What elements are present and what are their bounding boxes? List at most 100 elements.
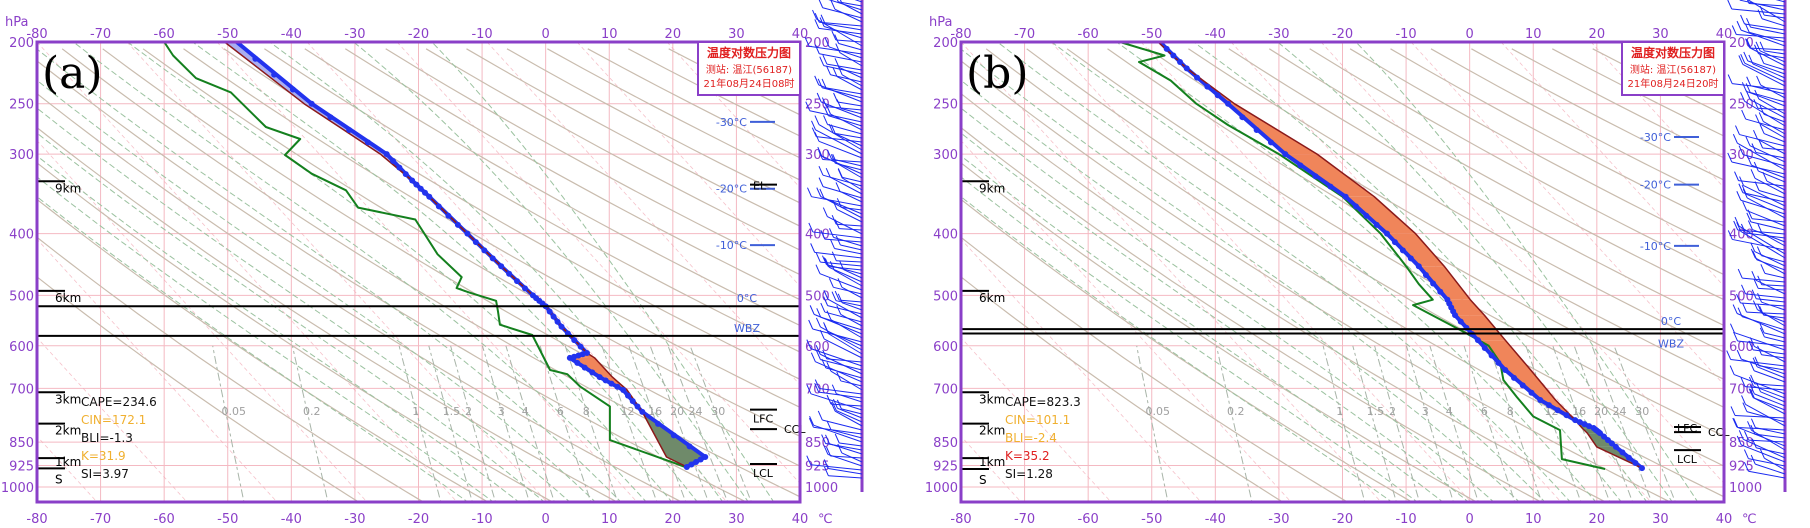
saturated-line bbox=[37, 337, 188, 502]
wind-barb bbox=[1764, 336, 1786, 343]
wind-barb bbox=[835, 300, 863, 307]
wind-barb-flag bbox=[811, 127, 817, 137]
saturated-line bbox=[421, 42, 841, 502]
wind-barb-flag bbox=[837, 168, 843, 179]
panel-label: (b) bbox=[966, 48, 1029, 99]
wind-barb-flag bbox=[1759, 448, 1765, 459]
wind-barb-flag bbox=[836, 198, 842, 208]
wind-barb-flag bbox=[1727, 230, 1733, 240]
y-tick-label-right: 700 bbox=[1729, 382, 1754, 397]
wind-barb-flag bbox=[1749, 337, 1755, 347]
x-tick-label-bottom: 10 bbox=[1525, 512, 1542, 527]
y-tick-label-left: 925 bbox=[9, 459, 34, 474]
dry-adiabat bbox=[961, 198, 1414, 502]
wind-barb-flag bbox=[835, 43, 841, 53]
y-tick-label-right: 500 bbox=[805, 289, 830, 304]
wind-barb-flag bbox=[836, 99, 842, 109]
x-tick-label-top: -80 bbox=[950, 27, 971, 42]
temperature-point bbox=[308, 100, 315, 107]
temperature-point bbox=[1384, 230, 1391, 237]
height-marker-label: S bbox=[55, 472, 63, 486]
x-tick-label-top: 30 bbox=[1652, 27, 1669, 42]
temperature-point bbox=[1590, 425, 1597, 432]
plot-frame bbox=[959, 40, 1726, 504]
mixing-ratio-line bbox=[1322, 345, 1366, 502]
station-label: 测站: 温江(56187) bbox=[1630, 63, 1716, 76]
dry-adiabat bbox=[708, 48, 800, 95]
temperature-point bbox=[583, 350, 590, 357]
wind-barb bbox=[1764, 272, 1786, 279]
wind-barb bbox=[1751, 218, 1786, 223]
wind-barb bbox=[1764, 457, 1786, 471]
wind-barb-flag bbox=[814, 379, 820, 389]
wind-barb-flag bbox=[832, 67, 838, 77]
wind-barb bbox=[1755, 279, 1786, 295]
temperature-point bbox=[383, 151, 390, 158]
x-tick-label-top: -10 bbox=[1395, 27, 1416, 42]
temperature-point bbox=[506, 270, 513, 277]
temperature-point bbox=[634, 403, 641, 410]
wind-barb bbox=[836, 208, 863, 223]
height-marker-label: 3km bbox=[55, 392, 81, 406]
isotherm-marker-label: -20°C bbox=[1640, 179, 1671, 192]
wind-barb bbox=[1744, 62, 1786, 83]
wind-barb bbox=[810, 393, 863, 411]
stability-index: SI=1.28 bbox=[1005, 467, 1053, 481]
temperature-point bbox=[1554, 407, 1561, 414]
dry-adiabat bbox=[961, 126, 1543, 502]
x-tick-label-top: 10 bbox=[1525, 27, 1542, 42]
temperature-point bbox=[614, 383, 621, 390]
temperature-point bbox=[550, 313, 557, 320]
y-tick-label-left: 250 bbox=[933, 98, 958, 113]
wind-barb bbox=[1737, 340, 1786, 347]
y-tick-label-left: 300 bbox=[933, 148, 958, 163]
wind-barb-flag bbox=[1749, 384, 1755, 395]
title-box bbox=[697, 41, 801, 96]
wind-barb-flag bbox=[834, 290, 840, 301]
wind-barb bbox=[1746, 411, 1786, 423]
wind-barb-flag bbox=[814, 75, 820, 86]
height-marker-label: 3km bbox=[979, 392, 1005, 406]
wind-barb bbox=[829, 176, 863, 195]
level-marker-label-lcl: LCL bbox=[1677, 453, 1698, 466]
wind-barb bbox=[831, 158, 863, 167]
temperature-point bbox=[1581, 421, 1588, 428]
moist-adiabat bbox=[37, 195, 469, 502]
wind-barb-flag bbox=[1750, 454, 1756, 465]
wind-barb bbox=[837, 407, 863, 419]
y-tick-label-left: 600 bbox=[9, 340, 34, 355]
moist-adiabat bbox=[961, 176, 1419, 502]
temperature-point bbox=[639, 408, 646, 415]
wind-barb bbox=[1740, 230, 1786, 259]
wind-barb bbox=[1758, 190, 1786, 199]
wind-barb-flag bbox=[1750, 418, 1756, 428]
wind-barb bbox=[1745, 193, 1786, 211]
wind-barb-flag bbox=[1740, 377, 1746, 387]
wind-barb-flag bbox=[1729, 365, 1735, 375]
x-tick-label-bottom: 40 bbox=[1716, 512, 1733, 527]
wind-barb-flag bbox=[1757, 345, 1763, 355]
wind-barb bbox=[1762, 147, 1786, 151]
stability-index: CAPE=823.3 bbox=[1005, 395, 1081, 409]
wind-barb-flag bbox=[1727, 0, 1733, 10]
x-axis-unit: ℃ bbox=[818, 512, 833, 527]
wind-barb bbox=[1738, 225, 1786, 255]
temperature-point bbox=[1194, 74, 1201, 81]
wind-barb bbox=[816, 136, 863, 143]
wind-barb-flag bbox=[819, 329, 825, 340]
x-tick-label-bottom: 30 bbox=[728, 512, 745, 527]
mixing-ratio-label: 20 bbox=[670, 405, 684, 418]
wind-barb-flag bbox=[1757, 275, 1763, 285]
wind-barb bbox=[841, 206, 863, 211]
wind-barb-flag bbox=[1757, 293, 1763, 303]
wind-barb-flag bbox=[824, 324, 830, 334]
y-tick-label-left: 400 bbox=[933, 228, 958, 243]
wind-barb-flag bbox=[1757, 223, 1763, 234]
dry-adiabat bbox=[1390, 48, 1724, 227]
temperature-point bbox=[1163, 45, 1170, 52]
mixing-ratio-line bbox=[1552, 345, 1611, 502]
wind-barb-flag bbox=[815, 350, 821, 360]
mixing-ratio-label: 8 bbox=[1507, 405, 1514, 418]
temperature-point bbox=[1502, 367, 1509, 374]
mixing-ratio-label: 6 bbox=[557, 405, 564, 418]
